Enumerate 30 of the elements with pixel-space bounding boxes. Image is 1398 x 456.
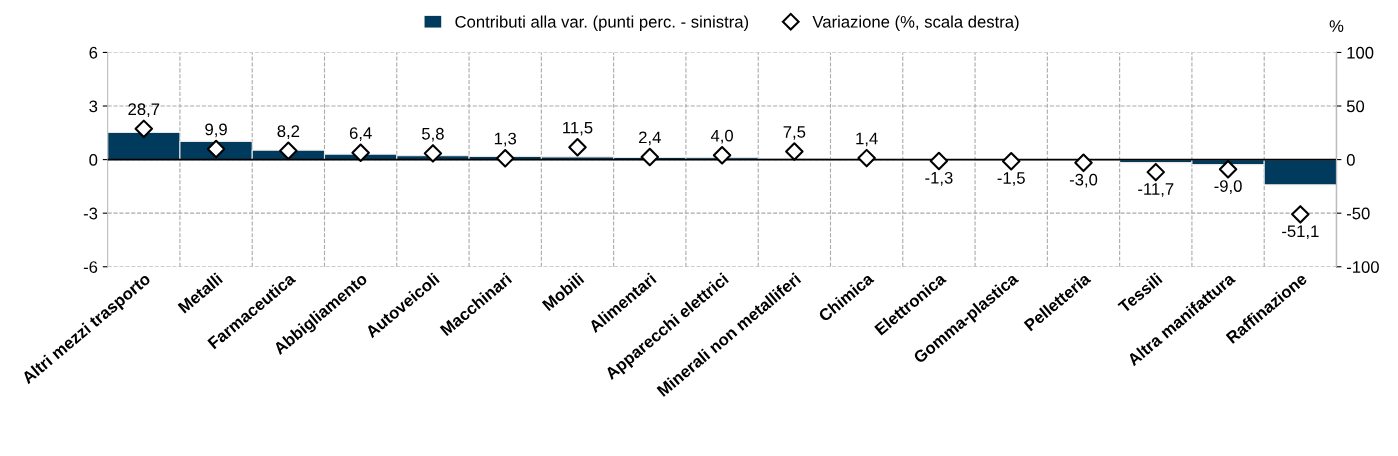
y2-tick-label: 50	[1346, 100, 1365, 113]
y2-tick-label: 100	[1347, 46, 1374, 59]
y2-tick-label: -50	[1346, 207, 1370, 220]
y-tick-label: -3	[83, 207, 98, 220]
data-label: 8,2	[277, 125, 300, 140]
y2-tick-label: 0	[1346, 154, 1355, 166]
data-label: -1,3	[925, 171, 953, 186]
y2-axis-title: %	[1329, 20, 1344, 32]
y-tick-label: -6	[83, 261, 98, 273]
data-label: 28,7	[128, 103, 160, 118]
legend-label: Contributi alla var. (punti perc. - sinistra)	[455, 15, 749, 32]
data-label: -51,1	[1282, 225, 1319, 240]
legend-label: Variazione (%, scala destra)	[812, 15, 1019, 31]
y-tick-label: 6	[89, 46, 98, 59]
data-label: 1,4	[856, 132, 878, 147]
data-label: 7,5	[783, 126, 806, 140]
data-label: 5,8	[422, 127, 444, 142]
data-label: 4,0	[710, 129, 733, 144]
data-label: -3,0	[1069, 173, 1098, 188]
data-label: -9,0	[1214, 180, 1242, 194]
y-tick-label: 3	[89, 100, 98, 113]
data-label: 1,3	[494, 132, 517, 147]
data-label: -11,7	[1138, 183, 1174, 197]
y-tick-label: 0	[89, 154, 98, 166]
data-label: 6,4	[349, 127, 372, 141]
data-label: 11,5	[563, 121, 593, 136]
y2-tick-label: -100	[1346, 261, 1379, 273]
data-label: 9,9	[205, 123, 227, 138]
data-label: -1,5	[997, 172, 1025, 186]
data-label: 2,4	[639, 131, 661, 146]
